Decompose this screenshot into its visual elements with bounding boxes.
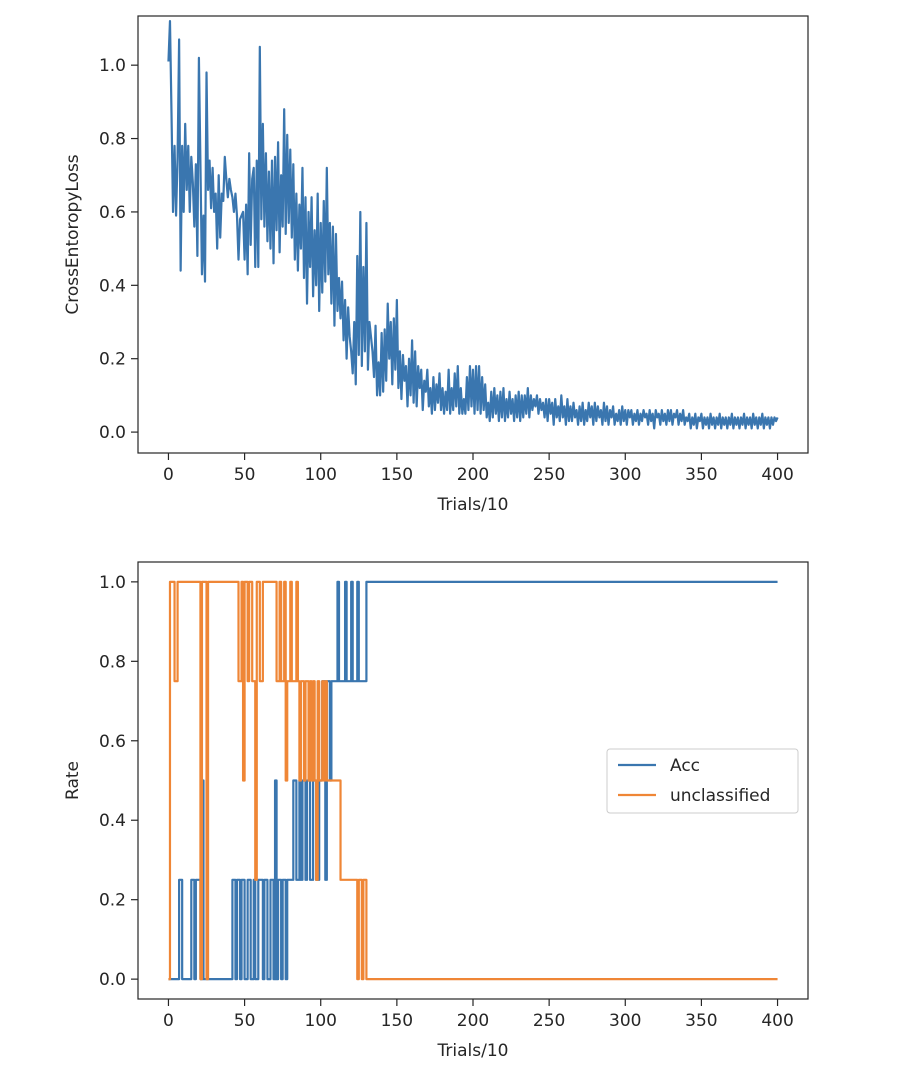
x-tick-label: 300 (609, 465, 641, 485)
y-tick-label: 0.8 (99, 652, 126, 672)
x-tick-label: 100 (305, 465, 337, 485)
x-tick-label: 250 (533, 465, 565, 485)
legend-label-acc: Acc (670, 756, 700, 776)
x-tick-label: 400 (761, 1011, 793, 1031)
loss-y-axis-label: CrossEntoropyLoss (63, 154, 83, 314)
loss-line-layer (167, 20, 779, 430)
x-tick-label: 350 (685, 465, 717, 485)
rate-y-axis-label: Rate (63, 761, 83, 800)
x-tick-label: 300 (609, 1011, 641, 1031)
y-tick-label: 0.4 (99, 811, 126, 831)
x-tick-label: 50 (234, 1011, 256, 1031)
loss-x-ticks: 0 50 100 150 200 250 300 350 400 (163, 453, 794, 485)
x-tick-label: 150 (381, 1011, 413, 1031)
rate-x-axis-label: Trials/10 (437, 1041, 509, 1061)
rate-line-layer (168, 580, 778, 981)
rate-y-ticks: 0.0 0.2 0.4 0.6 0.8 1.0 (99, 573, 138, 990)
y-tick-label: 0.0 (99, 423, 126, 443)
y-tick-label: 0.2 (99, 891, 126, 911)
y-tick-label: 0.4 (99, 276, 126, 296)
legend-label-unclassified: unclassified (670, 786, 770, 806)
acc-series-line (168, 580, 778, 981)
x-tick-label: 100 (305, 1011, 337, 1031)
x-tick-label: 0 (163, 1011, 174, 1031)
x-tick-label: 350 (685, 1011, 717, 1031)
x-tick-label: 250 (533, 1011, 565, 1031)
loss-y-ticks: 0.0 0.2 0.4 0.6 0.8 1.0 (99, 56, 138, 443)
y-tick-label: 0.0 (99, 970, 126, 990)
y-tick-label: 0.6 (99, 203, 126, 223)
y-tick-label: 0.2 (99, 350, 126, 370)
loss-series-line (167, 20, 779, 430)
unclassified-series-line (168, 580, 778, 981)
loss-x-axis-label: Trials/10 (437, 495, 509, 515)
x-tick-label: 400 (761, 465, 793, 485)
x-tick-label: 150 (381, 465, 413, 485)
legend: Acc unclassified (606, 748, 799, 814)
y-tick-label: 0.8 (99, 130, 126, 150)
y-tick-label: 0.6 (99, 732, 126, 752)
x-tick-label: 0 (163, 465, 174, 485)
x-tick-label: 200 (457, 1011, 489, 1031)
x-tick-label: 200 (457, 465, 489, 485)
rate-chart: 0 50 100 150 200 250 300 350 400 0.0 0.2 0.4 0.6 0.8… (63, 561, 809, 1061)
rate-x-ticks: 0 50 100 150 200 250 300 350 400 (163, 999, 794, 1031)
x-tick-label: 50 (234, 465, 256, 485)
y-tick-label: 1.0 (99, 573, 126, 593)
loss-chart: 0 50 100 150 200 250 300 350 400 0.0 0.2 0.4 0.6 0.8… (63, 15, 809, 515)
y-tick-label: 1.0 (99, 56, 126, 76)
